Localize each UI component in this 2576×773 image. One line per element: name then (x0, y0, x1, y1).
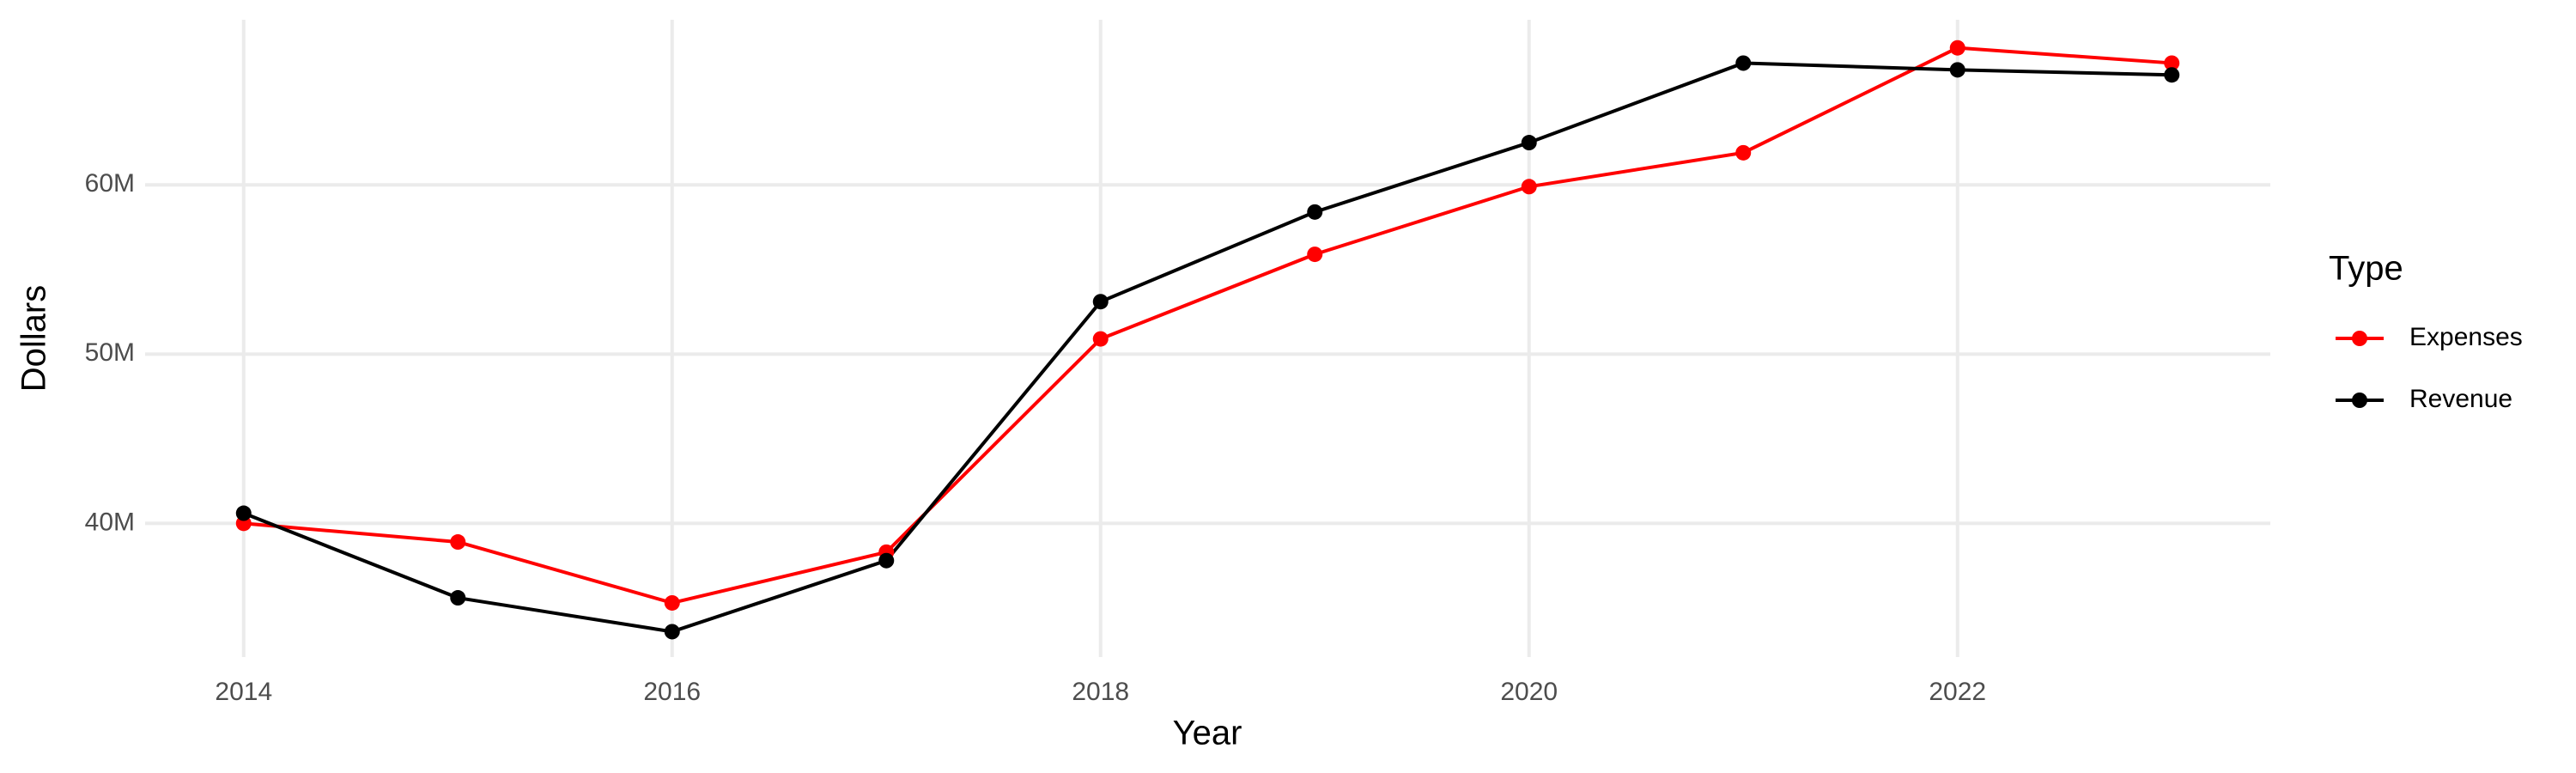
legend-label: Expenses (2409, 323, 2523, 351)
data-point (1735, 55, 1752, 71)
data-point (1521, 135, 1537, 151)
data-point (1092, 294, 1109, 310)
data-point (235, 505, 252, 521)
legend-label: Revenue (2409, 385, 2512, 413)
x-tick-label: 2018 (1072, 678, 1129, 706)
legend-key-point (2352, 393, 2367, 408)
data-point (1735, 144, 1752, 161)
data-point (1307, 204, 1323, 220)
data-point (1949, 62, 1965, 78)
data-point (1307, 247, 1323, 263)
y-tick-label: 60M (85, 169, 135, 198)
series-line (243, 61, 2172, 634)
legend-title: Type (2329, 250, 2403, 288)
x-axis-title: Year (1173, 715, 1242, 752)
legend-key-point (2352, 331, 2367, 346)
data-point (2164, 67, 2180, 83)
y-tick-label: 40M (85, 508, 135, 536)
x-tick-label: 2016 (643, 678, 701, 706)
y-axis-title: Dollars (15, 285, 53, 392)
y-tick-label: 50M (85, 338, 135, 367)
data-point (1092, 331, 1109, 347)
data-point (2164, 55, 2180, 71)
data-point (1949, 40, 1965, 56)
data-point (450, 534, 466, 551)
data-point (878, 552, 895, 569)
data-point (450, 590, 466, 606)
data-point (664, 624, 680, 640)
x-tick-label: 2014 (215, 678, 272, 706)
x-tick-label: 2022 (1929, 678, 1986, 706)
data-point (1521, 179, 1537, 195)
data-point (664, 594, 680, 611)
grid (145, 20, 2270, 657)
x-tick-label: 2020 (1500, 678, 1558, 706)
series-line (243, 46, 2172, 606)
